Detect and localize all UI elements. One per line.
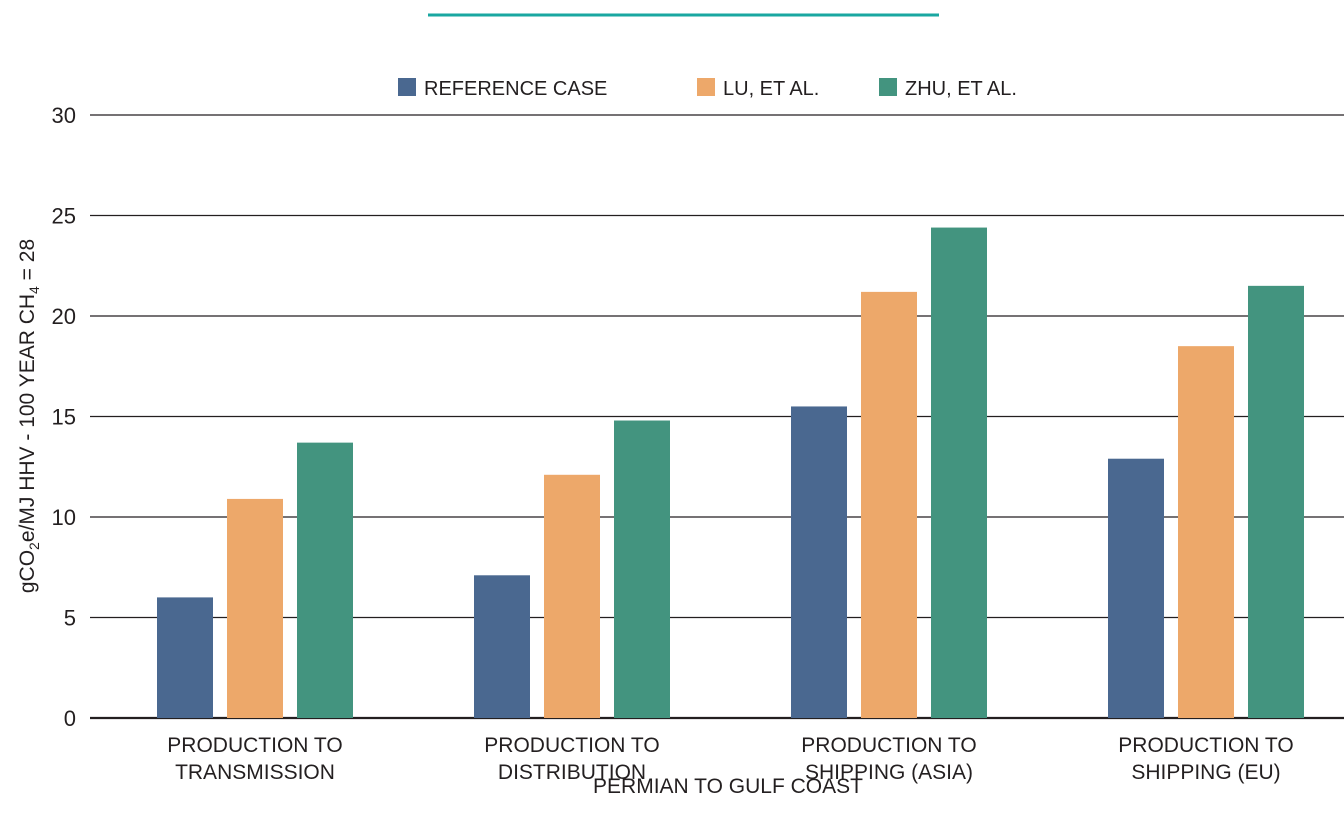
legend: REFERENCE CASE LU, ET AL. ZHU, ET AL. [398, 78, 1017, 100]
y-tick-label: 30 [52, 103, 76, 128]
bar-reference-case-4 [1108, 458, 1164, 718]
y-axis-title-sub2: 4 [26, 286, 42, 294]
bar-reference-case-2 [474, 575, 530, 718]
bar-zhu-et-al-3 [931, 227, 987, 718]
y-axis-title-prefix: gCO [16, 550, 39, 593]
x-category-label: PRODUCTION TO [167, 734, 342, 757]
bar-lu-et-al-3 [861, 291, 917, 718]
legend-swatch-zhu-et-al [879, 78, 897, 96]
bar-reference-case-3 [791, 406, 847, 718]
legend-swatch-reference-case [398, 78, 416, 96]
y-tick-label: 5 [64, 606, 76, 631]
bar-zhu-et-al-4 [1248, 285, 1304, 718]
bar-reference-case-1 [157, 597, 213, 718]
x-axis-category-labels: PRODUCTION TO TRANSMISSION PRODUCTION TO DI… [167, 734, 1293, 784]
x-category-label: PRODUCTION TO [1118, 734, 1293, 757]
y-axis-title-middle: e/MJ HHV - 100 YEAR CH [16, 294, 39, 542]
y-tick-label: 25 [52, 204, 76, 229]
y-tick-label: 15 [52, 405, 76, 430]
bar-lu-et-al-1 [227, 498, 283, 718]
legend-label-zhu-et-al: ZHU, ET AL. [905, 78, 1017, 100]
bar-lu-et-al-4 [1178, 346, 1234, 718]
y-tick-label: 10 [52, 505, 76, 530]
bars [157, 227, 1304, 718]
x-axis-title: PERMIAN TO GULF COAST [593, 775, 863, 798]
y-axis-title: gCO2e/MJ HHV - 100 YEAR CH4 = 28 [16, 239, 42, 593]
x-category-label: TRANSMISSION [175, 761, 335, 784]
legend-label-lu-et-al: LU, ET AL. [723, 78, 819, 100]
legend-swatch-lu-et-al [697, 78, 715, 96]
bar-zhu-et-al-1 [297, 442, 353, 718]
x-category-label: PRODUCTION TO [484, 734, 659, 757]
y-axis-ticks: 0 5 10 15 20 25 30 [52, 103, 76, 731]
x-category-label: DISTRIBUTION [498, 761, 646, 784]
bar-lu-et-al-2 [544, 474, 600, 718]
legend-label-reference-case: REFERENCE CASE [424, 78, 607, 100]
y-tick-label: 0 [64, 706, 76, 731]
y-axis-title-sub1: 2 [26, 542, 42, 550]
y-tick-label: 20 [52, 304, 76, 329]
x-category-label: SHIPPING (EU) [1131, 761, 1280, 784]
bar-zhu-et-al-2 [614, 420, 670, 718]
x-category-label: SHIPPING (ASIA) [805, 761, 973, 784]
x-category-label: PRODUCTION TO [801, 734, 976, 757]
y-axis-title-suffix: = 28 [16, 239, 39, 286]
